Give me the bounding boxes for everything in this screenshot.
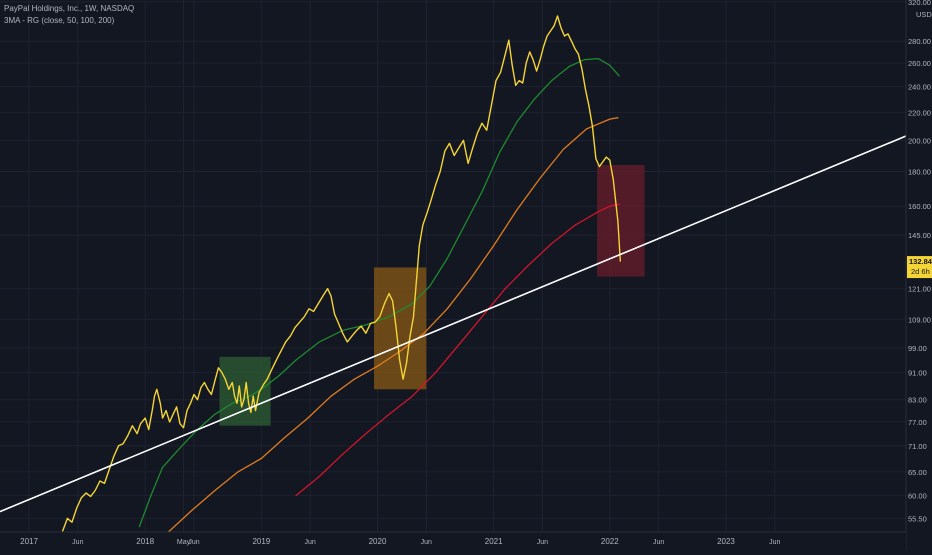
time-tick-label: Jun [653, 539, 664, 546]
trendline[interactable] [0, 135, 907, 513]
highlight-box [374, 267, 427, 390]
ma200-series-line [295, 203, 620, 497]
time-tick-label: Jun [421, 539, 432, 546]
price-tick-label: 320.00 [908, 0, 931, 7]
price-tick-label: 280.00 [908, 37, 931, 46]
time-tick-label: 2021 [485, 537, 503, 546]
price-tick-label: 55.50 [908, 514, 927, 523]
price-tick-label: 77.00 [908, 418, 927, 427]
highlight-box [597, 165, 645, 277]
chart-title: PayPal Holdings, Inc., 1W, NASDAQ [4, 4, 135, 13]
price-tick-label: 71.00 [908, 442, 927, 451]
currency-label: USD [916, 10, 932, 19]
price-tick-label: 83.00 [908, 396, 927, 405]
price-tick-label: 65.00 [908, 468, 927, 477]
ma100-series-line [167, 117, 619, 533]
price-tick-label: 145.00 [908, 231, 931, 240]
time-tick-label: Jun [188, 539, 199, 546]
price-tick-label: 99.00 [908, 344, 927, 353]
last-price-label: 132.84 [909, 257, 932, 266]
price-tick-label: 121.00 [908, 285, 931, 294]
price-tick-label: 260.00 [908, 59, 931, 68]
price-tick-label: 60.00 [908, 491, 927, 500]
time-tick-label: 2022 [601, 537, 619, 546]
time-tick-label: 2017 [20, 537, 38, 546]
time-tick-label: 2019 [252, 537, 270, 546]
ma50-series-line [138, 57, 620, 528]
price-tick-label: 91.00 [908, 369, 927, 378]
time-tick-label: Jun [304, 539, 315, 546]
price-series-line [62, 15, 621, 532]
price-tick-label: 240.00 [908, 83, 931, 92]
time-axis[interactable] [0, 532, 906, 550]
time-tick-label: 2020 [369, 537, 387, 546]
time-tick-label: May [177, 539, 191, 546]
time-tick-label: Jun [72, 539, 83, 546]
price-tick-label: 180.00 [908, 167, 931, 176]
price-tick-label: 220.00 [908, 108, 931, 117]
indicator-label: 3MA - RG (close, 50, 100, 200) [4, 16, 115, 25]
chart-legend: PayPal Holdings, Inc., 1W, NASDAQ 3MA - … [4, 3, 134, 27]
time-tick-label: 2023 [717, 537, 735, 546]
time-tick-label: Jun [769, 539, 780, 546]
time-tick-label: Jun [537, 539, 548, 546]
last-price-badge [907, 256, 932, 279]
price-tick-label: 200.00 [908, 136, 931, 145]
time-tick-label: 2018 [136, 537, 154, 546]
price-tick-label: 160.00 [908, 202, 931, 211]
price-tick-label: 109.00 [908, 315, 931, 324]
last-price-countdown: 2d 6h [911, 267, 930, 276]
